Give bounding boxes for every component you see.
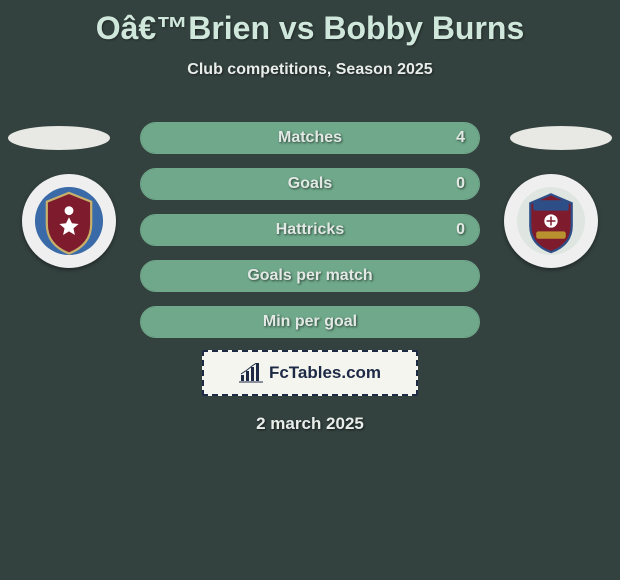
- right-ellipse: [510, 126, 612, 150]
- stat-row-goals-per-match: Goals per match: [140, 260, 480, 292]
- stat-label: Matches: [141, 123, 479, 153]
- stat-value: 0: [456, 215, 465, 245]
- stats-container: Matches 4 Goals 0 Hattricks 0 Goals per …: [140, 122, 480, 352]
- stat-label: Min per goal: [141, 307, 479, 337]
- page-subtitle: Club competitions, Season 2025: [0, 61, 620, 79]
- stat-row-hattricks: Hattricks 0: [140, 214, 480, 246]
- stat-row-matches: Matches 4: [140, 122, 480, 154]
- right-team-badge: [504, 174, 598, 268]
- stat-row-min-per-goal: Min per goal: [140, 306, 480, 338]
- galway-crest-icon: [514, 184, 588, 258]
- stat-label: Goals per match: [141, 261, 479, 291]
- stat-label: Hattricks: [141, 215, 479, 245]
- brand-badge: FcTables.com: [202, 350, 418, 396]
- left-ellipse: [8, 126, 110, 150]
- page-title: Oâ€™Brien vs Bobby Burns: [0, 0, 620, 47]
- stat-value: 4: [456, 123, 465, 153]
- drogheda-crest-icon: [32, 184, 106, 258]
- stat-label: Goals: [141, 169, 479, 199]
- left-team-badge: [22, 174, 116, 268]
- footer: FcTables.com 2 march 2025: [0, 350, 620, 434]
- brand-text: FcTables.com: [269, 363, 381, 383]
- stat-value: 0: [456, 169, 465, 199]
- bar-chart-icon: [239, 363, 263, 383]
- stat-row-goals: Goals 0: [140, 168, 480, 200]
- footer-date: 2 march 2025: [0, 414, 620, 434]
